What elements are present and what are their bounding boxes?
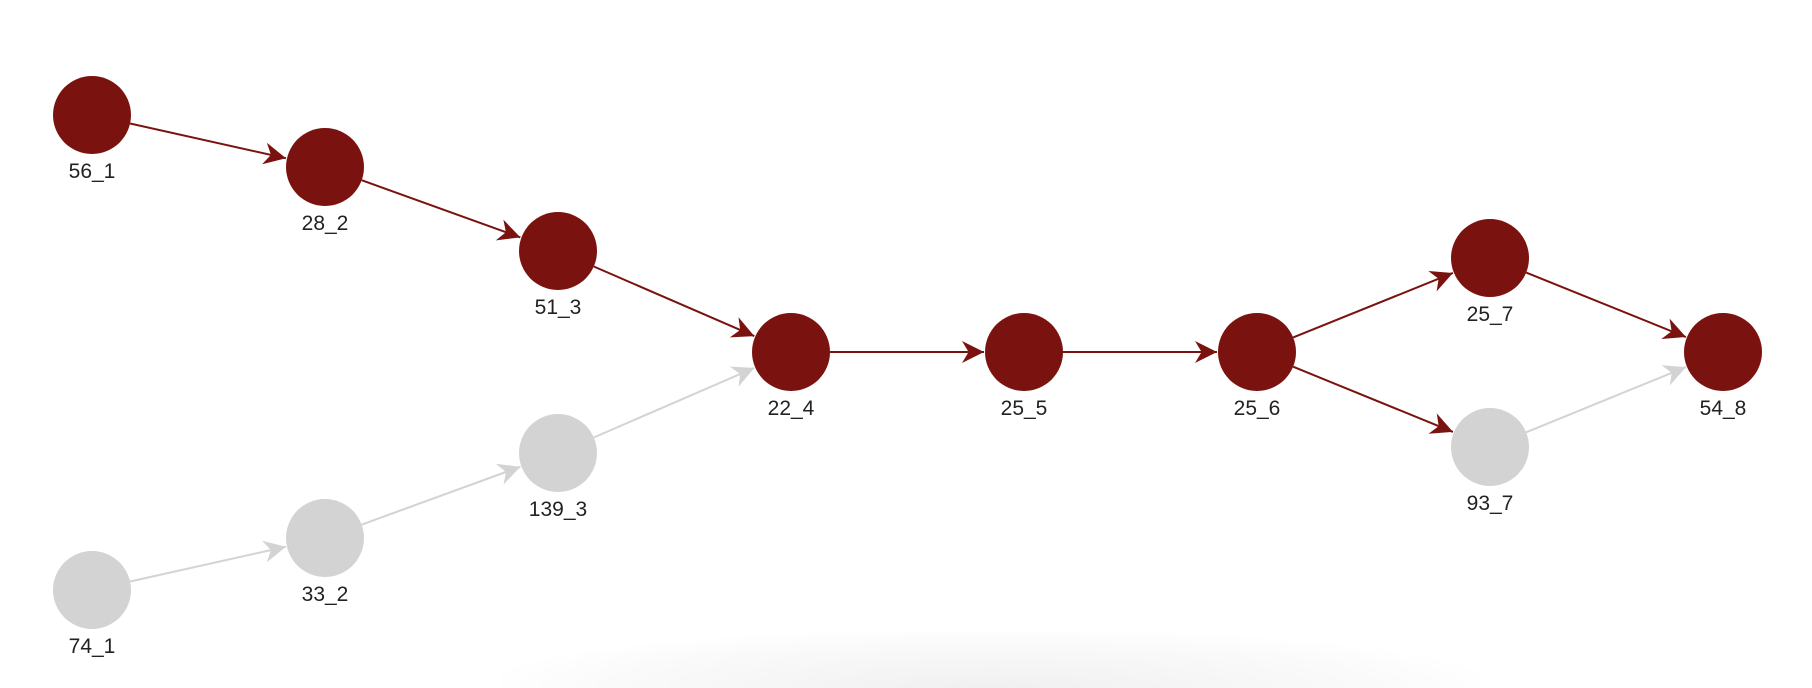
graph-node-25_6[interactable]: 25_6 [1218, 313, 1296, 420]
edge-74_1-to-33_2 [129, 540, 287, 583]
graph-node-22_4[interactable]: 22_4 [752, 313, 830, 420]
node-label: 33_2 [302, 583, 349, 606]
edge-56_1-to-28_2 [129, 122, 287, 165]
node-label: 54_8 [1700, 397, 1747, 420]
graph-node-54_8[interactable]: 54_8 [1684, 313, 1762, 420]
edge-25_6-to-25_7 [1292, 270, 1454, 339]
node-label: 74_1 [69, 635, 116, 658]
node-label: 93_7 [1467, 492, 1514, 515]
node-label: 25_5 [1001, 397, 1048, 420]
edge-51_3-to-22_4 [593, 265, 755, 338]
graph-node-93_7[interactable]: 93_7 [1451, 408, 1529, 515]
node-circle[interactable] [53, 551, 131, 629]
edge-25_7-to-54_8 [1525, 271, 1687, 340]
graph-node-56_1[interactable]: 56_1 [53, 76, 131, 183]
edge-33_2-to-139_3 [361, 463, 521, 526]
node-label: 28_2 [302, 212, 349, 235]
graph-node-51_3[interactable]: 51_3 [519, 212, 597, 319]
graph-node-74_1[interactable]: 74_1 [53, 551, 131, 658]
node-circle[interactable] [53, 76, 131, 154]
edges-layer [129, 122, 1687, 583]
node-label: 56_1 [69, 160, 116, 183]
graph-node-25_7[interactable]: 25_7 [1451, 219, 1529, 326]
node-label: 139_3 [529, 498, 587, 521]
graph-node-28_2[interactable]: 28_2 [286, 128, 364, 235]
node-circle[interactable] [519, 414, 597, 492]
node-circle[interactable] [519, 212, 597, 290]
edge-93_7-to-54_8 [1525, 365, 1687, 434]
bottom-shadow [500, 630, 1480, 688]
graph-node-139_3[interactable]: 139_3 [519, 414, 597, 521]
graph-node-25_5[interactable]: 25_5 [985, 313, 1063, 420]
node-circle[interactable] [286, 499, 364, 577]
node-circle[interactable] [752, 313, 830, 391]
node-label: 51_3 [535, 296, 582, 319]
edge-25_6-to-93_7 [1292, 365, 1454, 434]
node-label: 22_4 [768, 397, 815, 420]
node-label: 25_6 [1234, 397, 1281, 420]
node-label: 25_7 [1467, 303, 1514, 326]
edge-139_3-to-22_4 [593, 366, 755, 439]
node-circle[interactable] [286, 128, 364, 206]
node-circle[interactable] [1684, 313, 1762, 391]
edge-28_2-to-51_3 [361, 179, 521, 241]
graph-node-33_2[interactable]: 33_2 [286, 499, 364, 606]
node-circle[interactable] [1451, 219, 1529, 297]
node-circle[interactable] [1218, 313, 1296, 391]
node-circle[interactable] [1451, 408, 1529, 486]
node-circle[interactable] [985, 313, 1063, 391]
nodes-layer: 56_1 28_2 51_3 22_4 25_5 25_6 25_7 54_8 74_1 33_2… [53, 76, 1762, 658]
